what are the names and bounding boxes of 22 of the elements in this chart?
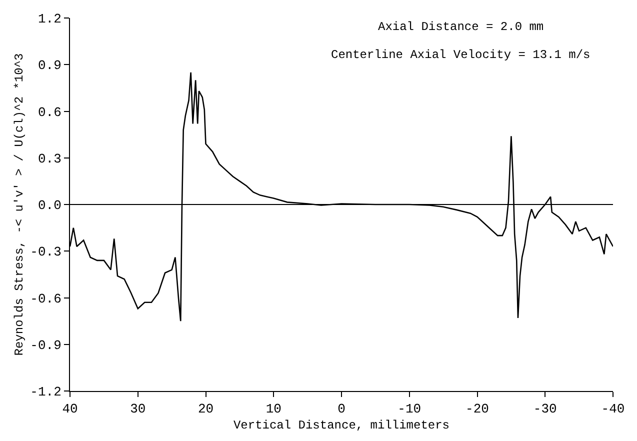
x-tick-label: -40 <box>601 402 625 417</box>
annotation: Centerline Axial Velocity = 13.1 m/s <box>331 48 590 62</box>
x-tick-label: -20 <box>466 402 489 417</box>
y-axis-title: Reynolds Stress, -< u'v' > / U(cl)^2 *10^3 <box>12 53 26 356</box>
x-axis-title: Vertical Distance, millimeters <box>233 418 450 432</box>
x-tick-label: 10 <box>266 402 282 417</box>
y-tick-label: -1.2 <box>30 384 62 400</box>
x-tick-label: -10 <box>398 402 422 417</box>
x-tick-label: 0 <box>338 402 346 417</box>
y-tick-label: 0.3 <box>38 151 62 166</box>
y-tick-label: 1.2 <box>38 12 62 27</box>
y-tick-label: 0.9 <box>38 58 62 74</box>
x-tick-label: 30 <box>130 402 146 417</box>
y-tick-label: -0.3 <box>30 244 62 260</box>
y-tick-label: -0.9 <box>30 338 62 353</box>
y-tick-label: 0.0 <box>38 198 62 214</box>
y-tick-label: -0.6 <box>30 291 62 306</box>
annotation: Axial Distance = 2.0 mm <box>378 20 544 34</box>
y-tick-label: 0.6 <box>38 104 62 120</box>
x-tick-label: -30 <box>533 402 557 417</box>
x-tick-label: 20 <box>198 402 214 417</box>
x-tick-label: 40 <box>62 402 78 417</box>
